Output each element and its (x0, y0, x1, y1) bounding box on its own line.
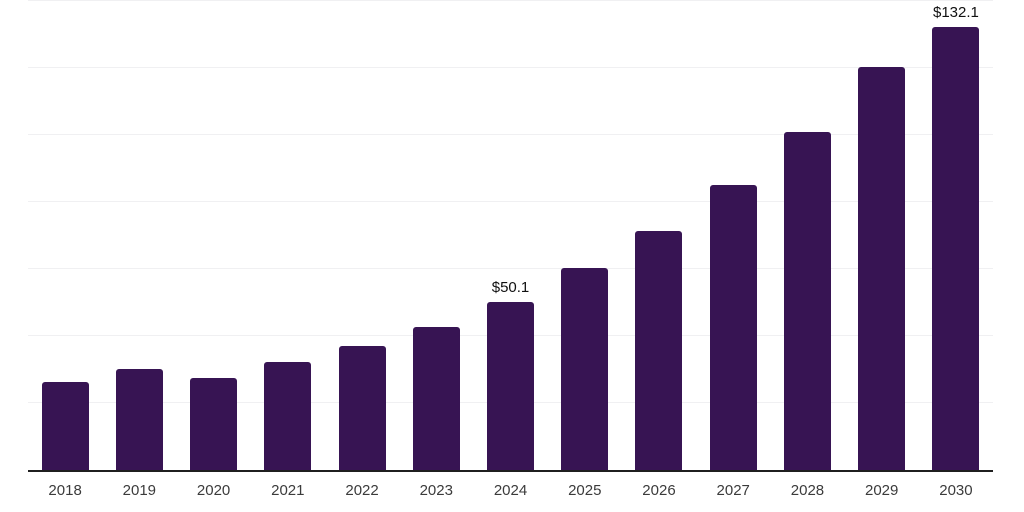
x-axis-label: 2027 (716, 482, 750, 499)
bar-2025 (561, 268, 609, 470)
bar-2020 (190, 377, 238, 470)
bar-2023 (412, 327, 460, 470)
gridline (28, 0, 993, 1)
x-axis-label: 2029 (865, 482, 899, 499)
x-axis-label: 2026 (642, 482, 676, 499)
bar-2021 (264, 361, 312, 470)
x-axis-label: 2022 (345, 482, 379, 499)
gridline (28, 134, 993, 135)
bar-2029 (858, 67, 906, 470)
bar-slot (399, 1, 473, 470)
bar-slot (176, 1, 250, 470)
bar-2026 (635, 231, 683, 470)
gridline (28, 268, 993, 269)
bar-slot: $132.1 (919, 1, 993, 470)
bar-slot (28, 1, 102, 470)
x-axis-label: 2018 (48, 482, 82, 499)
bar-2019 (115, 368, 163, 470)
x-axis-label: 2019 (122, 482, 157, 499)
x-axis-label: 2025 (568, 482, 602, 499)
gridline (28, 201, 993, 202)
x-axis-labels: 2018 2019 2020 2021 2022 2023 2024 2025 2026 2027… (28, 482, 993, 500)
bar-value-label: $132.1 (932, 4, 979, 22)
bar-slot (548, 1, 622, 470)
bar-slot (325, 1, 399, 470)
bar-slot (102, 1, 176, 470)
bar-slot (696, 1, 770, 470)
bar-2024 (487, 302, 535, 470)
bar-slot: $50.1 (473, 1, 547, 470)
x-axis-label: 2021 (271, 482, 305, 499)
gridline (28, 67, 993, 68)
x-axis-label: 2030 (939, 482, 973, 499)
bar-slot (770, 1, 844, 470)
plot-area: $50.1 $132.1 (28, 0, 993, 472)
bars-group: $50.1 $132.1 (28, 1, 993, 470)
bar-2028 (783, 132, 831, 470)
x-axis-line (28, 470, 993, 472)
bar-2027 (709, 184, 757, 470)
bar-slot (622, 1, 696, 470)
bar-2018 (41, 381, 89, 470)
bar-2030 (932, 27, 980, 470)
bar-slot (251, 1, 325, 470)
x-axis-label: 2028 (790, 482, 825, 499)
bar-slot (845, 1, 919, 470)
x-axis-label: 2023 (419, 482, 453, 499)
bar-value-label: $50.1 (491, 279, 530, 297)
x-axis-label: 2024 (493, 482, 528, 499)
bar-2022 (338, 346, 386, 470)
x-axis-label: 2020 (196, 482, 231, 499)
